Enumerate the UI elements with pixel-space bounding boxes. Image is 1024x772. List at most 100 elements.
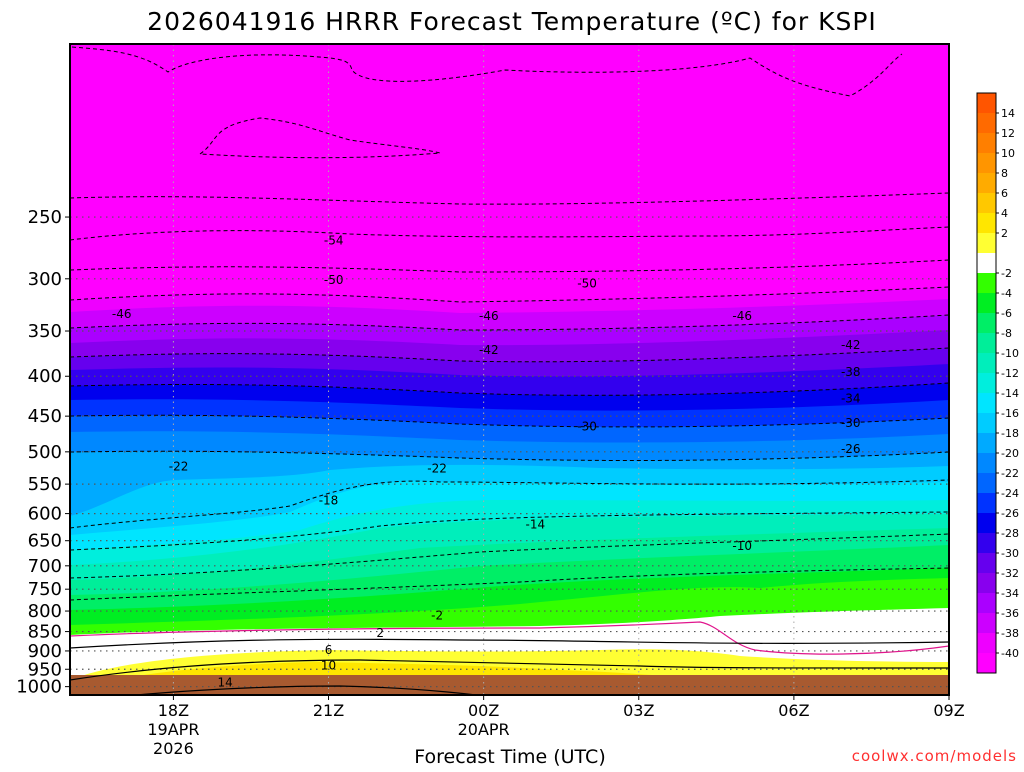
xtick-date: 20APR bbox=[458, 720, 510, 739]
ytick-label: 350 bbox=[28, 321, 62, 342]
contour-label: 6 bbox=[325, 643, 333, 657]
colorbar-swatch bbox=[977, 153, 996, 173]
colorbar-label: -36 bbox=[1001, 607, 1019, 620]
contour-m46 bbox=[70, 226, 949, 241]
contour-label: -54 bbox=[324, 234, 344, 248]
xtick-year: 2026 bbox=[153, 739, 194, 758]
plot-frame bbox=[69, 43, 950, 696]
chart-title: 2026041916 HRRR Forecast Temperature (ºC… bbox=[147, 7, 877, 36]
colorbar-swatch bbox=[977, 313, 996, 333]
colorbar-label: -14 bbox=[1001, 387, 1019, 400]
contour-m30 bbox=[70, 347, 949, 363]
contour-label: -46 bbox=[732, 309, 752, 323]
contour-label: 2 bbox=[376, 626, 384, 640]
contour-label: -42 bbox=[841, 338, 861, 352]
colorbar-swatch bbox=[977, 393, 996, 413]
solid-contours bbox=[70, 638, 949, 695]
contour-label: -46 bbox=[112, 307, 132, 321]
contour-m34 bbox=[70, 314, 949, 331]
contour-labels: -54-50 -50-46 -46 -46-42 -42-38-34-30 -30-26-… bbox=[112, 234, 861, 690]
colorbar-label: 12 bbox=[1001, 127, 1015, 140]
colorbar-swatch bbox=[977, 593, 996, 613]
colorbar-label: 8 bbox=[1001, 167, 1008, 180]
plot-area: -54-50 -50-46 -46 -46-42 -42-38-34-30 -30-26-… bbox=[70, 44, 949, 768]
ytick-label: 400 bbox=[28, 366, 62, 387]
colorbar-swatch bbox=[977, 233, 996, 253]
freezing-line bbox=[70, 621, 949, 655]
contours bbox=[70, 46, 949, 601]
contour-label: -50 bbox=[577, 276, 597, 290]
grid-lines bbox=[70, 44, 949, 695]
colorbar-swatch bbox=[977, 213, 996, 233]
contour-m50 bbox=[70, 192, 949, 205]
contour-label: -30 bbox=[841, 416, 861, 430]
colorbar-swatch bbox=[977, 373, 996, 393]
ytick-label: 750 bbox=[28, 579, 62, 600]
contour-label: -50 bbox=[324, 273, 344, 287]
colorbar-label: 14 bbox=[1001, 107, 1015, 120]
colorbar-label: -16 bbox=[1001, 407, 1019, 420]
contour-label: -10 bbox=[732, 539, 752, 553]
colorbar-label: -2 bbox=[1001, 267, 1012, 280]
colorbar-swatch bbox=[977, 513, 996, 533]
contour-p6 bbox=[70, 659, 949, 681]
colorbar-label: -8 bbox=[1001, 327, 1012, 340]
contour-label: -22 bbox=[427, 461, 447, 475]
contour-m2 bbox=[70, 567, 949, 601]
ytick-label: 600 bbox=[28, 504, 62, 525]
ytick-label: 900 bbox=[28, 641, 62, 662]
colorbar-swatch bbox=[977, 133, 996, 153]
ytick-label: 300 bbox=[28, 269, 62, 290]
colorbar-label: -4 bbox=[1001, 287, 1012, 300]
ytick-label: 650 bbox=[28, 531, 62, 552]
contour-label: -46 bbox=[479, 309, 499, 323]
xtick-label: 09Z bbox=[933, 701, 964, 720]
xtick-date: 19APR bbox=[147, 720, 199, 739]
ytick-label: 800 bbox=[28, 601, 62, 622]
ytick-label: 950 bbox=[28, 659, 62, 680]
contour-p10 bbox=[129, 685, 482, 695]
colorbar-swatch bbox=[977, 433, 996, 453]
contour-m54 bbox=[71, 46, 903, 97]
contour-m22 bbox=[70, 414, 949, 428]
colorbar-label: 6 bbox=[1001, 187, 1008, 200]
temp-band-p14 bbox=[90, 758, 400, 768]
colorbar-swatch bbox=[977, 353, 996, 373]
colorbar-label: -24 bbox=[1001, 487, 1019, 500]
y-axis: 2503003504004505005506006507007508008509… bbox=[16, 207, 70, 698]
contour-m26 bbox=[70, 382, 949, 396]
colorbar: 14 12 10 8 6 4 2 -2 -4 -6 -8 -10 -12 -14 -16 -18 -20 -22 -… bbox=[976, 92, 1019, 674]
contour-m38 bbox=[70, 286, 949, 303]
colorbar-swatch bbox=[977, 493, 996, 513]
colorbar-swatch bbox=[977, 473, 996, 493]
colorbar-swatch bbox=[977, 93, 996, 113]
colorbar-swatch bbox=[977, 193, 996, 213]
colorbar-label: -20 bbox=[1001, 447, 1019, 460]
xtick-label: 00Z bbox=[468, 701, 499, 720]
xtick-label: 03Z bbox=[623, 701, 654, 720]
colorbar-swatch bbox=[977, 613, 996, 633]
colorbar-label: -26 bbox=[1001, 507, 1019, 520]
contour-label: -18 bbox=[319, 493, 339, 507]
xtick-label: 18Z bbox=[158, 701, 189, 720]
contour-m14 bbox=[70, 479, 949, 529]
colorbar-swatch bbox=[977, 253, 996, 273]
colorbar-label: -40 bbox=[1001, 647, 1019, 660]
colorbar-label: -28 bbox=[1001, 527, 1019, 540]
contour-m42 bbox=[70, 259, 949, 273]
colorbar-swatch bbox=[977, 293, 996, 313]
colorbar-label: -6 bbox=[1001, 307, 1012, 320]
colorbar-swatch bbox=[977, 113, 996, 133]
colorbar-label: 4 bbox=[1001, 207, 1008, 220]
colorbar-swatch bbox=[977, 273, 996, 293]
colorbar-swatch bbox=[977, 533, 996, 553]
ytick-label: 700 bbox=[28, 556, 62, 577]
ytick-label: 450 bbox=[28, 406, 62, 427]
contour-label: -38 bbox=[841, 365, 861, 379]
credit-text: coolwx.com/models bbox=[852, 747, 1017, 765]
contour-p2 bbox=[70, 638, 949, 649]
colorbar-label: -12 bbox=[1001, 367, 1019, 380]
